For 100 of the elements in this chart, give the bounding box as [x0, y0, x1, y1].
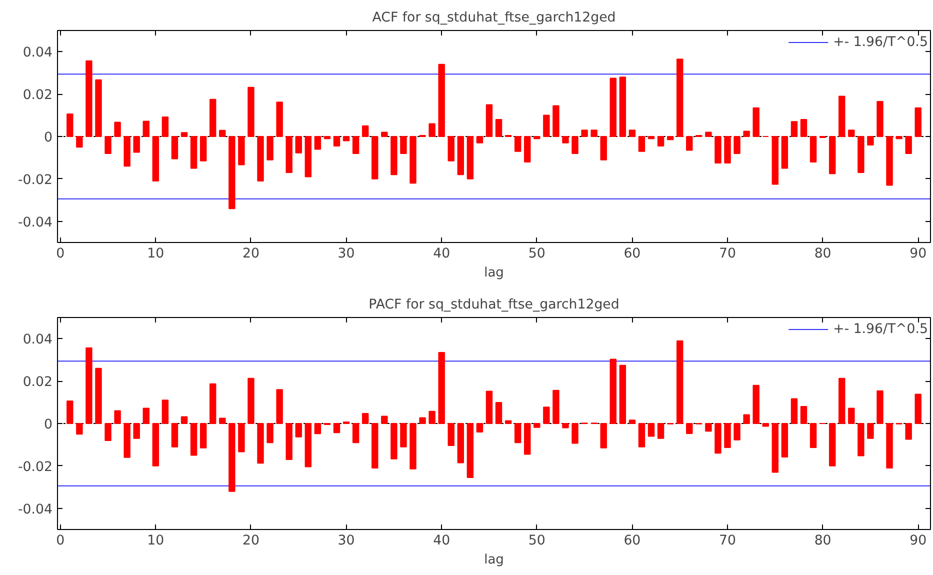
bar — [200, 423, 207, 448]
bar — [504, 420, 512, 424]
bar — [743, 130, 750, 137]
bar — [457, 423, 464, 464]
bar — [752, 384, 760, 424]
y-tick-label: 0.02 — [22, 375, 53, 390]
bar — [800, 406, 808, 424]
bar — [495, 119, 502, 137]
bar — [838, 378, 846, 424]
bar — [800, 119, 808, 137]
legend-label: +- 1.96/T^0.5 — [833, 34, 928, 50]
legend-label: +- 1.96/T^0.5 — [833, 322, 928, 336]
bar — [781, 136, 788, 169]
y-tick-label: -0.02 — [18, 460, 53, 475]
bar — [438, 352, 445, 424]
bar — [133, 423, 140, 439]
bar — [858, 423, 864, 456]
bar — [590, 130, 598, 137]
bar — [524, 423, 531, 455]
x-tick-label: 90 — [910, 534, 927, 548]
bar — [876, 101, 884, 137]
bar — [266, 423, 274, 444]
bar — [381, 132, 388, 137]
bar — [314, 136, 322, 150]
bar — [200, 136, 207, 162]
bar — [572, 136, 578, 154]
bar — [372, 423, 378, 469]
bar — [248, 378, 254, 424]
bar — [628, 130, 636, 137]
bar — [180, 416, 188, 424]
bar — [276, 102, 283, 137]
bar — [438, 64, 445, 137]
bar — [133, 136, 140, 153]
bar — [219, 418, 226, 424]
bar — [352, 136, 360, 154]
bar — [752, 107, 760, 137]
bar — [724, 136, 731, 164]
bar — [410, 136, 416, 184]
bar — [86, 347, 92, 424]
bar — [276, 389, 283, 424]
bar — [610, 78, 616, 137]
bar — [657, 136, 664, 147]
bar — [171, 423, 178, 448]
bar — [534, 423, 540, 428]
bar — [286, 136, 292, 174]
bar — [381, 416, 388, 424]
bar — [142, 120, 150, 137]
bar — [810, 423, 817, 448]
bar — [333, 423, 340, 434]
bar — [342, 136, 350, 142]
bar — [257, 423, 264, 464]
bar — [772, 136, 779, 185]
bar — [619, 76, 626, 137]
bar — [295, 136, 302, 154]
bar — [266, 136, 274, 160]
bar — [886, 136, 893, 186]
bar — [772, 423, 779, 473]
bar — [686, 136, 693, 151]
x-axis-title: lag — [484, 552, 504, 568]
bar — [638, 136, 646, 152]
bar — [734, 136, 740, 154]
bar — [95, 79, 102, 137]
y-tick-label: 0.04 — [22, 46, 53, 61]
bar — [190, 136, 198, 169]
bar — [114, 410, 121, 424]
bar — [476, 423, 484, 432]
x-tick-label: 90 — [910, 246, 927, 262]
x-tick-label: 80 — [814, 246, 832, 262]
bar — [219, 130, 226, 137]
x-tick-label: 20 — [242, 246, 260, 262]
chart-title: ACF for sq_stduhat_ftse_garch12ged — [372, 10, 616, 26]
bar — [295, 423, 302, 438]
bar — [448, 423, 454, 446]
bar — [828, 136, 836, 174]
bar — [676, 340, 684, 424]
bar — [66, 400, 74, 424]
bar — [514, 423, 522, 444]
bar — [495, 402, 502, 424]
bar — [104, 423, 112, 441]
bar — [209, 383, 216, 424]
bar — [238, 423, 245, 452]
bar — [400, 423, 407, 448]
x-tick-label: 20 — [242, 534, 260, 548]
y-tick-label: -0.04 — [18, 215, 53, 230]
bar — [724, 423, 731, 448]
x-tick-label: 10 — [147, 246, 164, 262]
bar — [457, 136, 464, 176]
bar — [304, 423, 312, 468]
bar — [838, 96, 846, 137]
bar — [486, 390, 493, 424]
bar — [572, 423, 578, 444]
bar — [552, 105, 560, 137]
bar — [95, 368, 102, 424]
bar — [858, 136, 864, 174]
bar — [152, 423, 160, 466]
bar — [676, 58, 684, 137]
bar — [666, 136, 674, 140]
bar — [562, 423, 569, 428]
bar — [914, 107, 922, 137]
x-tick-label: 0 — [56, 246, 65, 262]
